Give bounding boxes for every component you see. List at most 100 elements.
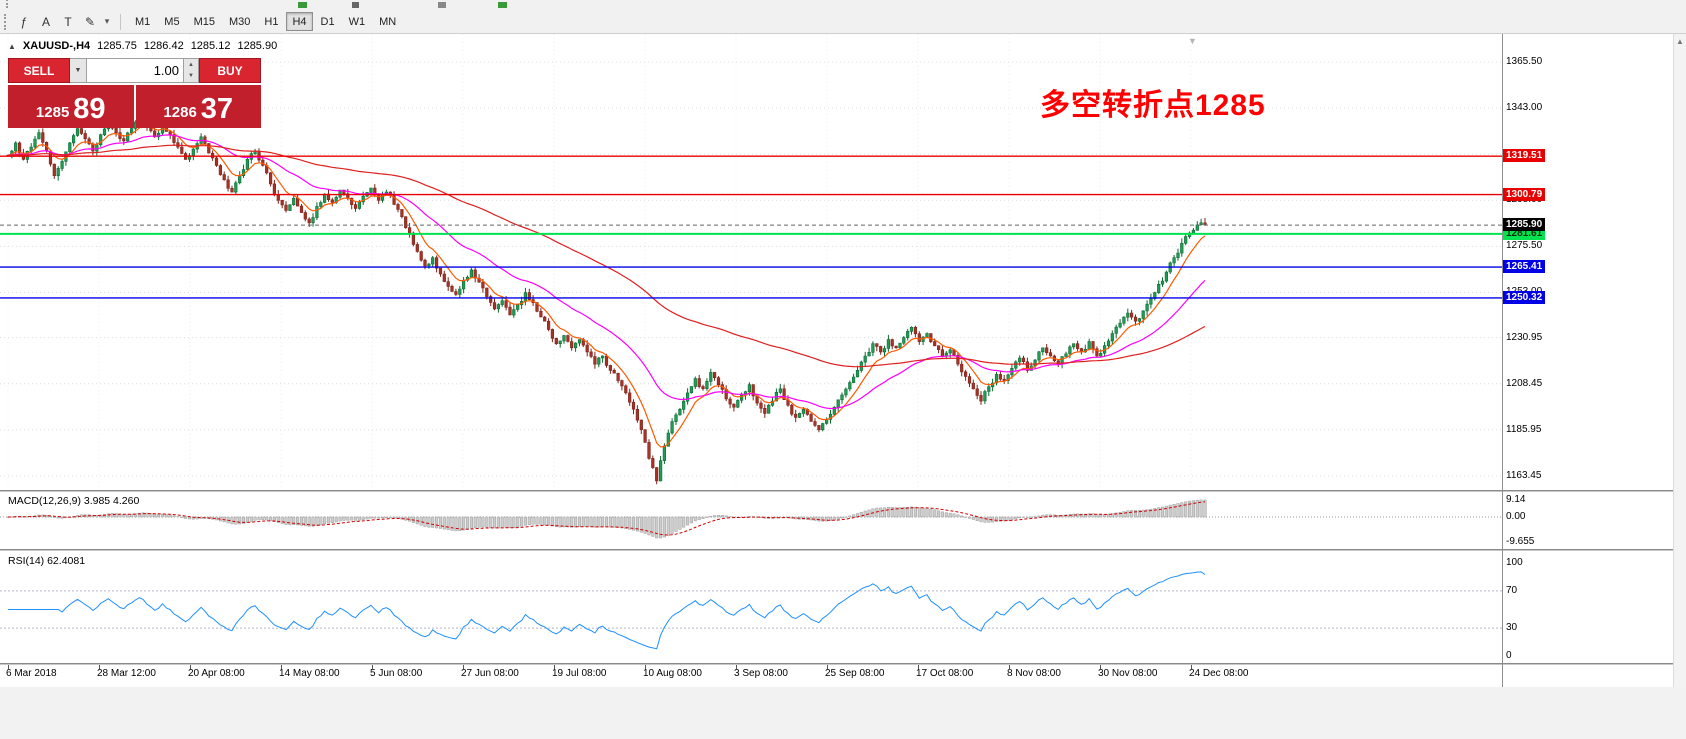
draw-objects-icon[interactable]: ✎ [84,14,96,29]
cropped-icon-fragment [298,2,307,8]
close-value: 1285.90 [237,40,278,52]
time-axis-tick [1191,665,1192,669]
sell-button[interactable]: SELL [8,58,70,83]
candle-wicks-down [19,115,1206,485]
time-axis-tick [372,665,373,669]
rsi-axis-label: 70 [1506,584,1518,596]
time-axis-tick [1009,665,1010,669]
chevron-down-icon[interactable]: ▾ [104,16,110,26]
time-axis-tick [463,665,464,669]
volume-stepper: ▲ ▼ [184,58,199,83]
ma-line-100 [7,144,1206,368]
timeframe-button-MN[interactable]: MN [379,15,397,28]
price-axis-label: 1230.95 [1506,331,1543,343]
time-axis-tick [918,665,919,669]
cropped-icon-fragment [352,2,359,8]
bottom-filler [0,687,1686,739]
timeframe-button-M30[interactable]: M30 [228,15,251,28]
time-axis-tick [645,665,646,669]
timeframe-button-M15[interactable]: M15 [193,15,215,28]
vertical-scrollbar[interactable]: ▲ [1673,34,1686,687]
volume-down-icon[interactable]: ▼ [184,70,198,82]
cropped-icon-fragment [438,2,446,8]
chart-shift-marker-icon: ▼ [1188,36,1197,46]
macd-axis-label: 0.00 [1506,511,1526,522]
timeframe-button-M5[interactable]: M5 [164,15,180,28]
rsi-indicator-panel[interactable] [0,551,1502,663]
chart-text-annotation[interactable]: 多空转折点1285 [1040,89,1266,122]
buy-price-big: 37 [200,93,234,125]
one-click-trading-widget: SELL ▼ 1.00 ▲ ▼ BUY 1285 89 1286 37 [8,58,261,128]
chart-info-line: ▲ XAUUSD-,H4 1285.75 1286.42 1285.12 128… [8,40,277,52]
macd-axis-label: -9.655 [1506,536,1535,547]
timeframe-button-D1[interactable]: D1 [320,15,335,28]
sell-price-box[interactable]: 1285 89 [8,85,134,128]
scroll-up-icon[interactable]: ▲ [1676,36,1684,46]
price-axis-label: 1163.45 [1506,469,1542,481]
panel-splitter[interactable] [0,549,1686,551]
rsi-line [8,571,1206,650]
sell-price-big: 89 [73,93,106,125]
time-axis-label: 19 Jul 08:00 [552,668,607,679]
time-axis-label: 3 Sep 08:00 [734,668,788,679]
price-line-badge: 1285.90 [1503,218,1546,232]
panel-splitter[interactable] [0,490,1686,492]
text-box-icon[interactable]: T [64,14,72,29]
one-click-collapse-icon[interactable]: ▲ [8,41,16,51]
buy-price-box[interactable]: 1286 37 [135,85,261,128]
rsi-axis-label: 30 [1506,622,1518,634]
toolbar-drag-handle[interactable] [4,13,7,30]
price-line-badge: 1265.41 [1503,260,1546,274]
time-axis-tick [554,665,555,669]
buy-button[interactable]: BUY [199,58,261,83]
volume-input[interactable]: 1.00 [87,58,184,83]
volume-dropdown-icon[interactable]: ▼ [70,58,87,83]
low-value: 1285.12 [190,40,231,52]
time-axis-label: 6 Mar 2018 [6,668,57,679]
price-line-badge: 1250.32 [1503,290,1546,304]
time-axis-label: 28 Mar 12:00 [97,668,156,679]
time-axis-tick [99,665,100,669]
indicators-icon[interactable]: ƒ [20,14,28,29]
toolbar-drag-handle[interactable] [6,0,9,8]
chart-area[interactable]: 1365.501343.001320.501298.001275.501253.… [0,34,1686,739]
macd-label: MACD(12,26,9) 3.985 4.260 [8,495,140,507]
time-axis-tick [8,665,9,669]
open-value: 1285.75 [97,40,137,52]
timeframe-button-H1[interactable]: H1 [264,15,279,28]
time-axis-tick [190,665,191,669]
price-line-badge: 1300.79 [1503,187,1546,201]
timeframe-button-group: M1 M5 M15 M30 H1 H4 D1 W1 MN [128,12,403,31]
price-axis-label: 1343.00 [1506,102,1543,114]
time-axis-label: 24 Dec 08:00 [1189,668,1249,679]
panel-splitter[interactable] [0,663,1686,665]
toolbar-separator [120,13,121,30]
timeframe-button-H4[interactable]: H4 [286,12,313,31]
volume-up-icon[interactable]: ▲ [184,59,198,71]
cropped-toolbar-row [0,0,1686,10]
time-axis-label: 5 Jun 08:00 [370,668,423,679]
price-axis-border [1502,34,1503,687]
time-axis-tick [736,665,737,669]
macd-axis-label: 9.14 [1506,494,1526,505]
price-line-badge: 1319.51 [1503,149,1546,163]
symbol-label: XAUUSD-,H4 [22,40,91,52]
timeframe-button-W1[interactable]: W1 [348,15,366,28]
price-axis-label: 1208.45 [1506,377,1543,389]
ma-line-8 [7,125,1206,448]
price-axis-label: 1275.50 [1506,240,1543,252]
time-axis-label: 27 Jun 08:00 [461,668,519,679]
time-axis-label: 20 Apr 08:00 [188,668,245,679]
price-chart[interactable] [0,34,1502,490]
macd-signal-line [8,501,1206,536]
time-axis-label: 25 Sep 08:00 [825,668,885,679]
time-axis-tick [281,665,282,669]
text-annotation-icon[interactable]: A [41,14,50,29]
cropped-icon-fragment [498,2,507,8]
macd-indicator-panel[interactable] [0,492,1502,549]
time-axis-label: 8 Nov 08:00 [1007,668,1061,679]
time-axis-label: 14 May 08:00 [279,668,340,679]
timeframe-button-M1[interactable]: M1 [135,15,151,28]
sell-price-base: 1285 [35,103,70,121]
